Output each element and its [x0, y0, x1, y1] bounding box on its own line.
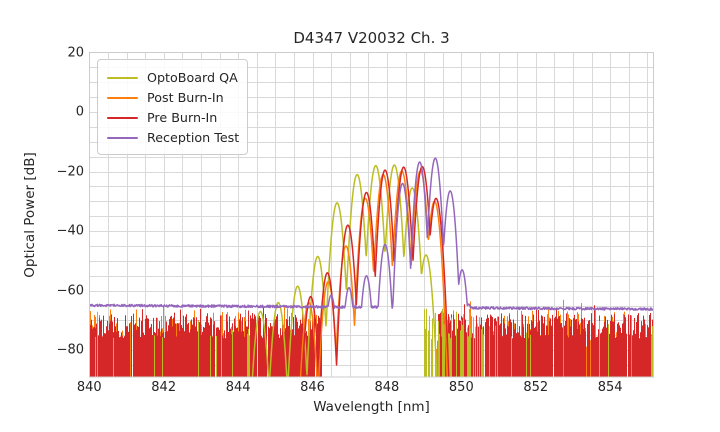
legend-line-swatch	[107, 117, 138, 119]
legend-line-swatch	[107, 77, 138, 79]
x-tick-labels: 840 842 844 846 848 850 852 854	[0, 380, 720, 396]
x-tick-label: 842	[151, 380, 177, 395]
legend-item: OptoBoard QA	[107, 68, 247, 88]
legend-line-swatch	[107, 137, 138, 139]
x-tick-label: 848	[374, 380, 400, 395]
x-tick-label: 846	[300, 380, 325, 395]
y-tick-label: 20	[67, 45, 84, 60]
y-tick-label: 0	[75, 104, 84, 120]
legend-item: Pre Burn-In	[107, 108, 247, 128]
x-tick-label: 852	[523, 380, 549, 395]
legend-label: Pre Burn-In	[147, 110, 218, 125]
y-tick-label: −60	[56, 283, 84, 299]
y-tick-label: −80	[56, 342, 84, 358]
x-tick-label: 844	[225, 380, 251, 395]
legend-label: Reception Test	[147, 130, 240, 145]
y-tick-labels: 20 0 −20 −40 −60 −80	[0, 0, 84, 432]
legend-item: Reception Test	[107, 128, 247, 148]
chart-title: D4347 V20032 Ch. 3	[293, 29, 450, 47]
legend: OptoBoard QA Post Burn-In Pre Burn-In Recep…	[97, 59, 248, 155]
legend-item: Post Burn-In	[107, 88, 247, 108]
x-tick-label: 854	[597, 380, 623, 395]
legend-label: OptoBoard QA	[147, 70, 238, 85]
y-tick-label: −20	[56, 164, 84, 180]
y-tick-label: −40	[56, 223, 84, 239]
legend-label: Post Burn-In	[147, 90, 224, 105]
x-tick-label: 840	[76, 380, 102, 395]
x-axis-label: Wavelength [nm]	[313, 399, 430, 415]
legend-line-swatch	[107, 97, 138, 99]
x-tick-label: 850	[448, 380, 474, 395]
